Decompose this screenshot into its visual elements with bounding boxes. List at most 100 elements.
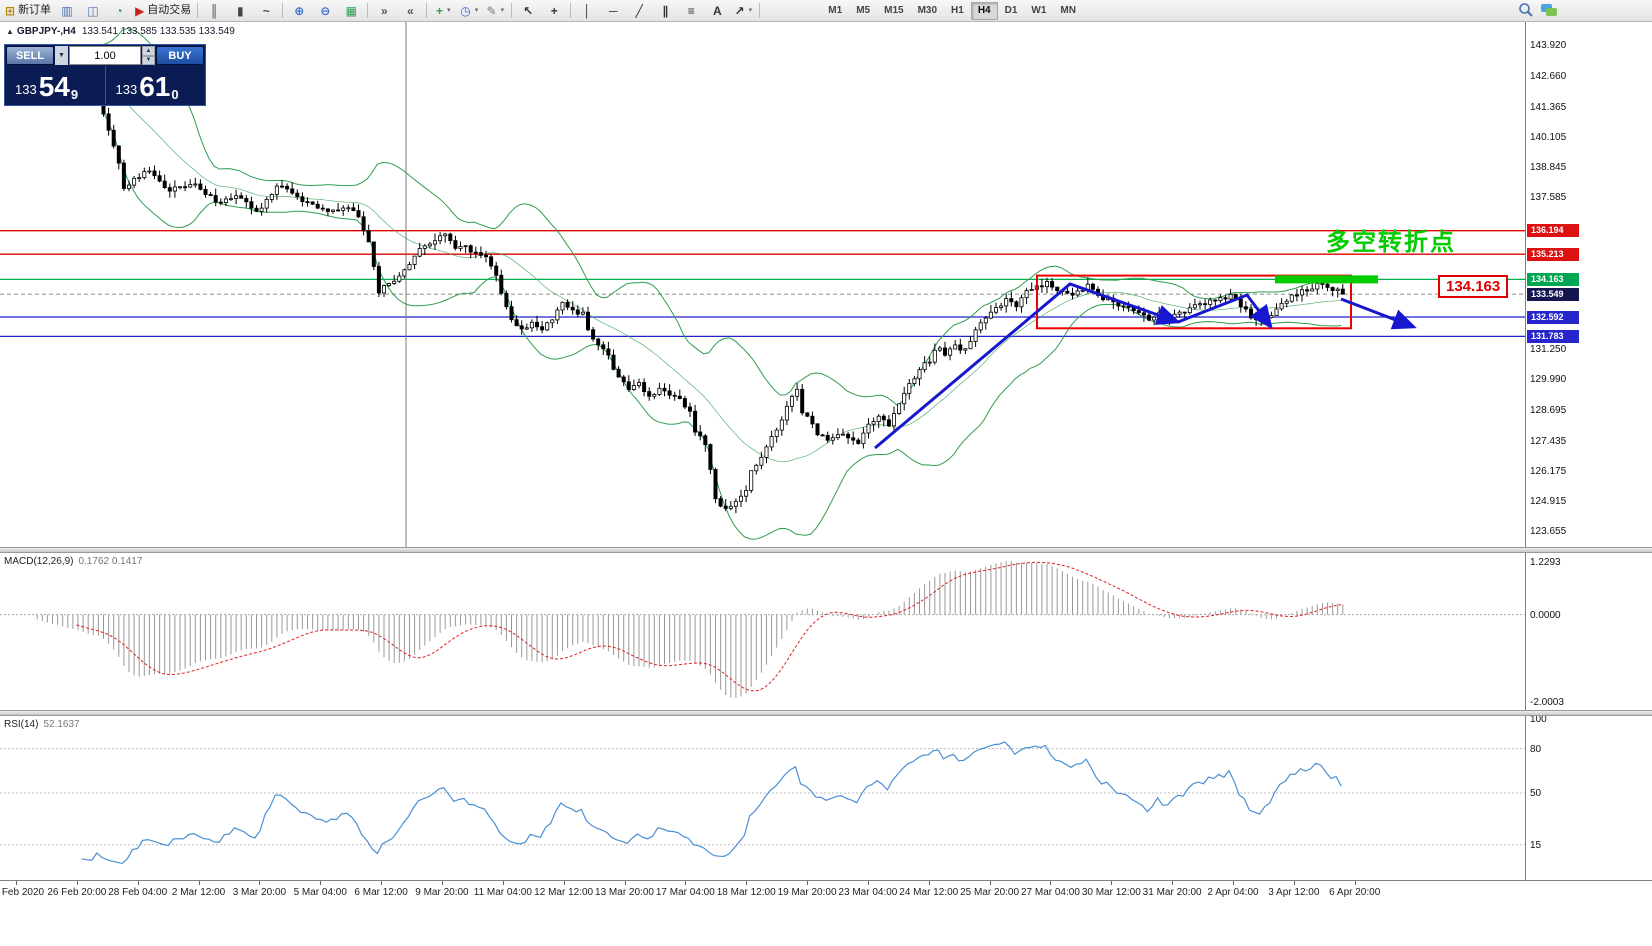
indicators-icon[interactable]: + ▾ bbox=[430, 0, 456, 21]
blue-trend-arrow[interactable] bbox=[1340, 297, 1417, 330]
volume-dropdown-icon[interactable]: ▼ bbox=[55, 46, 68, 65]
price-axis-label: 140.105 bbox=[1530, 131, 1567, 143]
horizontal-line-icon[interactable]: ─ bbox=[600, 0, 626, 21]
channel-icon: ∥ bbox=[662, 3, 669, 18]
timeframe-button-m30[interactable]: M30 bbox=[917, 4, 938, 16]
chart-window-icon[interactable]: ▥ bbox=[54, 0, 80, 21]
blue-trend-arrow[interactable] bbox=[1177, 293, 1273, 330]
rsi-axis-label: 80 bbox=[1530, 743, 1542, 755]
crosshair-icon[interactable]: + bbox=[541, 0, 567, 21]
timeframe-button-mn[interactable]: MN bbox=[1060, 4, 1076, 16]
horizontal-line-icon: ─ bbox=[609, 3, 618, 18]
buy-price-pips: 61 bbox=[139, 71, 171, 102]
buy-price-big-figure: 133 bbox=[115, 81, 138, 97]
timeframe-button-w1[interactable]: W1 bbox=[1031, 4, 1047, 16]
rsi-axis-label: 15 bbox=[1530, 839, 1542, 851]
chevron-down-icon: ▾ bbox=[447, 7, 451, 14]
timeframe-button-m1[interactable]: M1 bbox=[828, 4, 843, 16]
new-order-button[interactable]: ⊞ 新订单 bbox=[2, 0, 54, 21]
strategy-tester-icon: ◔ bbox=[115, 3, 123, 18]
red-range-box[interactable] bbox=[1036, 274, 1352, 330]
grid-icon[interactable]: ▦ bbox=[338, 0, 364, 21]
time-tick bbox=[76, 881, 78, 885]
chevron-down-icon: ▾ bbox=[474, 7, 479, 14]
chart-shift-icon: « bbox=[406, 3, 414, 18]
auto-scroll-icon[interactable]: » bbox=[371, 0, 397, 21]
toolbar-separator bbox=[570, 3, 572, 18]
volume-input[interactable] bbox=[69, 46, 141, 65]
macd-axis-max: 1.2293 bbox=[1530, 557, 1561, 568]
search-icon[interactable] bbox=[1518, 2, 1534, 18]
price-axis-label: 138.845 bbox=[1530, 162, 1567, 174]
timeframe-button-h1[interactable]: H1 bbox=[951, 4, 964, 16]
templates-icon[interactable]: ✎ ▾ bbox=[482, 0, 508, 21]
timeframe-button-m15[interactable]: M15 bbox=[884, 4, 904, 16]
price-axis-label: 141.365 bbox=[1530, 101, 1567, 113]
chart-shift-icon[interactable]: « bbox=[397, 0, 423, 21]
trendline-icon[interactable]: ╱ bbox=[626, 0, 652, 21]
timeframe-button-h4[interactable]: H4 bbox=[970, 1, 998, 20]
zoom-in-icon[interactable]: ⊕ bbox=[286, 0, 312, 21]
time-axis-label: 18 Mar 12:00 bbox=[716, 887, 776, 898]
chat-icon[interactable] bbox=[1540, 2, 1558, 18]
price-badge: 133.549 bbox=[1527, 287, 1579, 301]
zoom-out-icon[interactable]: ⊖ bbox=[312, 0, 338, 21]
strategy-tester-icon[interactable]: ◔ bbox=[106, 0, 132, 21]
price-axis-label: 143.920 bbox=[1530, 40, 1567, 52]
price-axis[interactable]: 143.920 142.660 141.365 140.105 138.845 137.5… bbox=[1525, 22, 1652, 880]
main-price-chart[interactable] bbox=[0, 22, 1525, 547]
candlestick-chart-icon[interactable]: ▮ bbox=[227, 0, 253, 21]
buy-price[interactable]: 133 61 0 bbox=[106, 66, 206, 104]
trade-prices-row: 133 54 9 133 61 0 bbox=[5, 66, 205, 104]
macd-axis-zero: 0.0000 bbox=[1530, 609, 1561, 621]
volume-up-icon[interactable]: ▲ bbox=[142, 46, 155, 56]
time-axis-label: 19 Mar 20:00 bbox=[777, 887, 837, 898]
text-icon[interactable]: A bbox=[704, 0, 730, 21]
profiles-icon[interactable]: ◫ bbox=[80, 0, 106, 21]
periods-icon[interactable]: ◷ ▾ bbox=[456, 0, 482, 21]
time-axis-label: 5 Mar 04:00 bbox=[293, 887, 347, 898]
trendline-icon: ╱ bbox=[635, 3, 643, 18]
time-axis-label: 11 Mar 04:00 bbox=[473, 887, 532, 898]
channel-icon[interactable]: ∥ bbox=[652, 0, 678, 21]
toolbar-separator bbox=[759, 3, 761, 18]
macd-splitter[interactable] bbox=[0, 547, 1652, 553]
price-axis-label: 123.655 bbox=[1530, 526, 1567, 538]
arrows-icon[interactable]: ↗ ▾ bbox=[730, 0, 756, 21]
one-click-trading-panel: SELL ▼ ▲ ▼ BUY 133 54 9 133 61 0 bbox=[4, 44, 206, 106]
toolbar-separator bbox=[197, 3, 199, 18]
candlestick-chart-icon: ▮ bbox=[236, 3, 244, 18]
sell-price[interactable]: 133 54 9 bbox=[5, 66, 105, 104]
autotrading-button[interactable]: ▶ 自动交易 bbox=[132, 0, 194, 21]
time-tick bbox=[746, 881, 748, 885]
price-badge: 136.194 bbox=[1527, 224, 1579, 238]
fibonacci-icon[interactable]: ≡ bbox=[678, 0, 704, 21]
time-tick bbox=[16, 881, 17, 885]
time-tick bbox=[381, 881, 383, 885]
buy-button[interactable]: BUY bbox=[156, 46, 204, 65]
rsi-indicator-panel[interactable] bbox=[0, 716, 1525, 880]
sell-button[interactable]: SELL bbox=[6, 46, 54, 65]
cursor-icon[interactable]: ↖ bbox=[515, 0, 541, 21]
price-axis-label: 127.435 bbox=[1530, 435, 1567, 447]
volume-down-icon[interactable]: ▼ bbox=[142, 55, 155, 65]
vertical-line-icon[interactable]: │ bbox=[574, 0, 600, 21]
toolbar-separator bbox=[282, 3, 284, 18]
timeframe-button-m5[interactable]: M5 bbox=[856, 4, 871, 16]
collapse-panel-icon[interactable]: ▲ bbox=[6, 27, 14, 36]
rsi-splitter[interactable] bbox=[0, 710, 1652, 716]
bar-chart-icon[interactable]: ║ bbox=[201, 0, 227, 21]
time-tick bbox=[1111, 881, 1113, 885]
horizontal-level-lines[interactable] bbox=[0, 230, 1525, 338]
time-axis-label: 26 Feb 20:00 bbox=[47, 887, 107, 898]
toolbar: ⊞ 新订单 ▥ ◫ ◔ ▶ 自动交易 ║ ▮ ~ ⊕ ⊖ ▦» «+ ▾ ◷ ▾ ✎ ▾ ↖ + │ ─ ╱ ∥ ≡ A ↗ ▾ M1 M… bbox=[0, 0, 1652, 22]
macd-indicator-panel[interactable] bbox=[0, 553, 1525, 710]
time-axis-label: 30 Mar 12:00 bbox=[1081, 887, 1141, 898]
timeframe-button-d1[interactable]: D1 bbox=[1004, 4, 1018, 16]
blue-trend-arrow[interactable] bbox=[874, 282, 1181, 450]
time-axis-label: 25 Feb 2020 bbox=[0, 887, 45, 898]
key-level-price-tag: 134.163 bbox=[1438, 275, 1509, 298]
line-chart-icon[interactable]: ~ bbox=[253, 0, 279, 21]
periods-icon: ◷ bbox=[460, 3, 471, 18]
